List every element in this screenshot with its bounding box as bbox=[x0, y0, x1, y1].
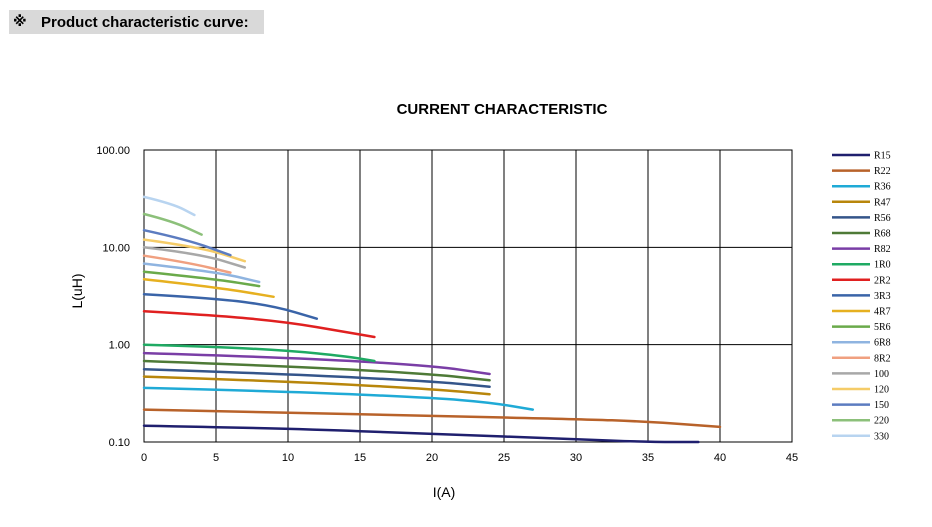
legend-label: R82 bbox=[874, 244, 891, 255]
legend-label: R22 bbox=[874, 166, 891, 177]
series-line-120 bbox=[142, 238, 247, 263]
x-axis-label: I(A) bbox=[433, 484, 456, 500]
series-line-r22 bbox=[142, 408, 722, 429]
x-tick-label: 5 bbox=[213, 452, 219, 464]
series-line-r82 bbox=[142, 351, 491, 376]
x-tick-label: 45 bbox=[786, 452, 798, 464]
series-line-r15 bbox=[142, 424, 700, 444]
series-line-150 bbox=[142, 228, 232, 257]
y-axis-label: L(uH) bbox=[69, 273, 85, 308]
x-tick-label: 25 bbox=[498, 452, 510, 464]
legend-label: 1R0 bbox=[874, 260, 891, 271]
series-line-220 bbox=[142, 212, 203, 236]
series-line-100 bbox=[142, 246, 247, 269]
legend-label: R56 bbox=[874, 213, 891, 224]
legend-label: R36 bbox=[874, 182, 891, 193]
series-line-5r6 bbox=[142, 270, 261, 288]
series-line-8r2 bbox=[142, 254, 232, 274]
x-tick-label: 35 bbox=[642, 452, 654, 464]
y-tick-label: 100.00 bbox=[96, 145, 130, 157]
legend-label: R47 bbox=[874, 197, 891, 208]
chart-title: CURRENT CHARACTERISTIC bbox=[397, 101, 608, 118]
legend-label: 6R8 bbox=[874, 338, 891, 349]
reference-mark-icon: ※ bbox=[13, 14, 27, 30]
legend-label: 2R2 bbox=[874, 275, 891, 286]
legend-label: 4R7 bbox=[874, 307, 891, 318]
legend-label: 150 bbox=[874, 400, 889, 411]
legend-label: 220 bbox=[874, 416, 889, 427]
series-line-r36 bbox=[142, 386, 535, 411]
legend-label: 100 bbox=[874, 369, 889, 380]
x-tick-label: 30 bbox=[570, 452, 582, 464]
y-tick-label: 10.00 bbox=[102, 242, 130, 254]
legend-label: 120 bbox=[874, 385, 889, 396]
plot-area bbox=[143, 149, 793, 443]
legend-label: R15 bbox=[874, 151, 891, 162]
series-line-2r2 bbox=[142, 310, 376, 339]
x-tick-label: 10 bbox=[282, 452, 294, 464]
legend-label: 330 bbox=[874, 431, 889, 442]
x-tick-label: 0 bbox=[141, 452, 147, 464]
y-tick-label: 1.00 bbox=[109, 340, 130, 352]
series-line-330 bbox=[142, 195, 196, 217]
legend-label: 8R2 bbox=[874, 353, 891, 364]
series-line-4r7 bbox=[142, 277, 275, 299]
section-header: ※ Product characteristic curve: bbox=[9, 10, 264, 34]
series-line-r47 bbox=[142, 375, 491, 396]
legend-label: R68 bbox=[874, 229, 891, 240]
series-line-r56 bbox=[142, 367, 491, 388]
y-tick-label: 0.10 bbox=[109, 437, 130, 449]
legend-label: 5R6 bbox=[874, 322, 891, 333]
section-title: Product characteristic curve: bbox=[41, 13, 249, 31]
series-line-6r8 bbox=[142, 262, 261, 284]
legend-label: 3R3 bbox=[874, 291, 891, 302]
x-tick-label: 40 bbox=[714, 452, 726, 464]
series-line-3r3 bbox=[142, 292, 319, 320]
x-tick-label: 15 bbox=[354, 452, 366, 464]
series-line-1r0 bbox=[142, 343, 376, 363]
x-tick-label: 20 bbox=[426, 452, 438, 464]
series-line-r68 bbox=[142, 359, 491, 382]
